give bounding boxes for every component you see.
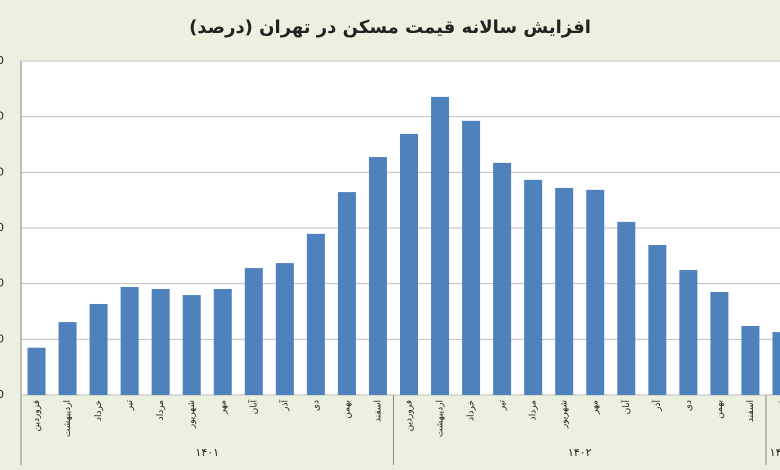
y-tick-label: 100	[0, 110, 4, 123]
x-tick-label: دی	[311, 400, 321, 411]
x-tick-label: تیر	[498, 400, 508, 412]
x-tick-label: مهر	[591, 400, 601, 415]
x-tick-label: فروردین	[32, 400, 42, 431]
y-tick-label: 120	[0, 54, 4, 67]
bar	[741, 325, 760, 395]
bar	[182, 295, 201, 395]
group-label: ۱۴۰۱	[195, 446, 219, 459]
bar	[524, 179, 543, 395]
x-tick-label: آذر	[278, 400, 290, 412]
x-tick-label: خرداد	[467, 400, 477, 421]
bar	[400, 133, 418, 395]
bar	[213, 288, 232, 395]
x-tick-label: اردیبهشت	[63, 400, 73, 437]
bar	[337, 192, 356, 395]
bar	[151, 288, 170, 395]
bar	[648, 244, 667, 395]
x-tick-label: شهریور	[187, 400, 197, 429]
x-tick-label: مهر	[218, 400, 228, 415]
x-tick-label: آذر	[651, 400, 663, 412]
x-tick-label: اردیبهشت	[436, 400, 446, 437]
x-tick-label: تیر	[125, 400, 135, 412]
bar	[493, 162, 512, 395]
y-tick-label: 80	[0, 165, 4, 178]
bar	[555, 187, 574, 395]
bar	[710, 292, 729, 395]
bar	[586, 189, 605, 395]
x-tick-label: بهمن	[342, 400, 352, 419]
x-tick-label: شهریور	[560, 400, 570, 429]
bar	[462, 120, 481, 395]
bar	[306, 233, 325, 395]
x-tick-label: اسفند	[746, 400, 756, 422]
bar	[27, 347, 46, 395]
bar	[679, 270, 698, 395]
y-tick-label: 60	[0, 221, 4, 234]
bar	[58, 322, 77, 395]
bar	[275, 263, 294, 395]
x-tick-label: اسفند	[373, 400, 383, 422]
bar	[368, 157, 387, 395]
x-tick-label: خرداد	[94, 400, 104, 421]
x-tick-label: مرداد	[156, 400, 166, 420]
x-tick-label: فروردین	[777, 400, 780, 431]
y-tick-label: 40	[0, 277, 4, 290]
x-tick-label: آبان	[620, 400, 632, 415]
y-tick-label: 20	[0, 332, 4, 345]
group-label: ۱۴۰۲	[568, 446, 592, 459]
x-tick-label: بهمن	[715, 400, 725, 419]
bar	[772, 332, 780, 395]
x-tick-label: دی	[684, 400, 694, 411]
group-label: ۱۴۰۳	[770, 446, 780, 459]
bar	[431, 96, 450, 395]
y-tick-label: 0	[0, 388, 4, 401]
bar	[244, 268, 263, 395]
bar	[120, 287, 139, 395]
x-tick-label: مرداد	[529, 400, 539, 420]
x-tick-label: آبان	[247, 400, 259, 415]
chart-title: افزایش سالانه قیمت مسکن در تهران (درصد)	[189, 17, 591, 38]
x-tick-label: فروردین	[405, 400, 415, 431]
bar	[617, 221, 636, 395]
bar	[89, 303, 108, 395]
